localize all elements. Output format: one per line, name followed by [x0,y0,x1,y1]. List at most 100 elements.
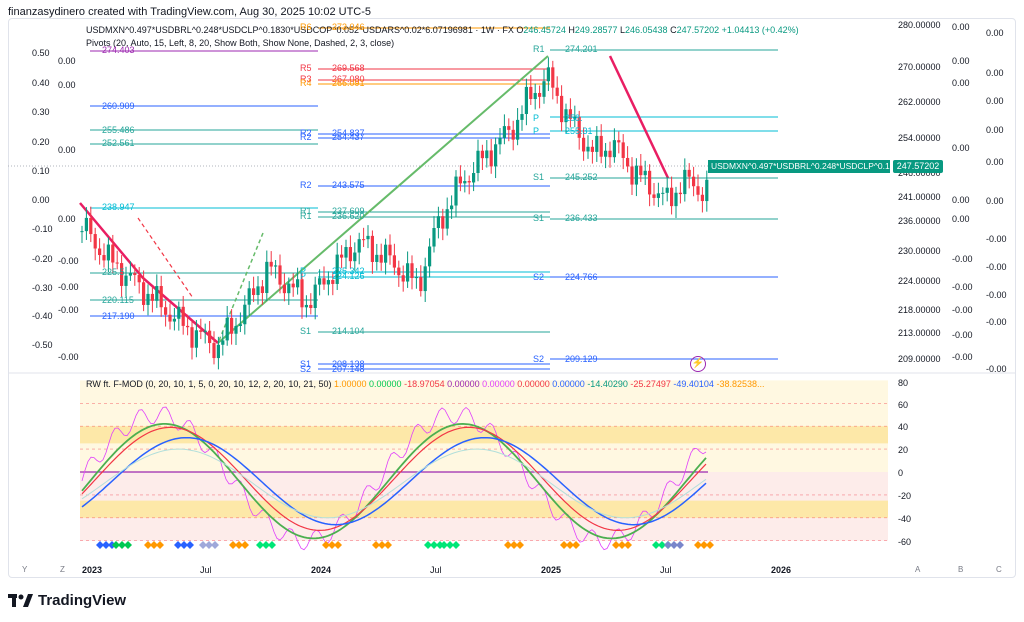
nav-y-button[interactable]: Y [22,565,28,574]
left-axis-label: 0.10 [32,166,50,176]
right-axis-b-label: -0.00 [986,262,1007,272]
candle-body [450,205,454,210]
candle-body [428,246,432,267]
candle-body [111,244,115,263]
candle-body [234,325,238,334]
osc-teal-line [81,448,707,519]
pivot-mid-tag: S1 [300,359,312,369]
time-axis-label: Jul [430,565,442,575]
nav-b-button[interactable]: B [958,565,964,574]
candle-body [511,129,515,140]
high-label: H [568,25,575,35]
candle-body [568,109,572,119]
price-axis-label: 270.00000 [898,62,941,72]
osc-diamond-marker [560,541,568,549]
pivot-mid-label: 214.104 [332,326,365,336]
rw-value-0: 1.00000 [333,379,367,389]
candle-body [643,170,647,176]
right-axis-b-label: -0.00 [986,234,1007,244]
candle-body [221,340,225,345]
candle-body [683,169,687,195]
symbol-name[interactable]: USDMXN^0.497*USDBRL^0.248*USDCLP^0.1830*… [86,25,514,35]
osc-diamond-marker [652,541,660,549]
candle-body [670,187,674,207]
candle-body [331,280,335,284]
candle-body [84,217,88,232]
candle-body [150,293,154,301]
candle-body [142,282,146,305]
candle-body [705,179,709,202]
rw-value-1: 0.00000 [366,379,402,389]
pivot-mid-tag: R3 [300,74,312,84]
pivot-right-label: 236.433 [565,213,598,223]
osc-diamond-marker [694,541,702,549]
pivot-mid-label: 266.091 [332,78,365,88]
candle-body [313,284,317,309]
candle-body [573,116,577,119]
candle-body [458,176,462,184]
time-axis-label: Jul [200,565,212,575]
candle-body [516,119,520,140]
candle-body [309,304,313,309]
osc-diamond-marker [516,541,524,549]
candle-body [445,209,449,229]
pivot-right-label: 224.766 [565,272,598,282]
osc-axis-label: -20 [898,491,912,501]
osc-diamond-marker [676,541,684,549]
candle-body [560,95,564,123]
open-value: 246.45724 [523,25,566,35]
rw-indicator-name[interactable]: RW ft. F-MOD (0, 20, 10, 1, 5, 0, 20, 10… [86,379,332,389]
bolt-icon[interactable]: ⚡ [690,356,706,372]
pivot-left-label: 220.115 [102,295,134,305]
osc-diamond-marker [504,541,512,549]
nav-c-button[interactable]: C [996,565,1002,574]
candle-body [687,169,691,177]
candle-body [555,87,559,96]
time-axis-label: 2026 [771,565,792,575]
tradingview-logo-icon [8,594,33,607]
osc-diamond-marker [262,541,270,549]
rw-value-10: -38.82538... [713,379,765,389]
osc-axis-label: -60 [898,537,912,547]
nav-a-button[interactable]: A [915,565,921,574]
candle-body [208,330,212,344]
price-axis-label: 224.00000 [898,276,941,286]
time-axis-label: 2025 [541,565,562,575]
rw-values: 1.00000 0.00000 -18.97054 0.00000 0.0000… [334,379,765,389]
candle-body [524,86,528,115]
osc-diamond-marker [446,541,454,549]
candle-body [608,150,612,158]
candle-body [225,317,229,341]
pivot-mid-label: 225.342 [332,266,365,276]
pivots-legend[interactable]: Pivots (20, Auto, 15, Left, 8, 20, Show … [86,38,395,48]
candle-body [692,176,696,187]
nav-z-button[interactable]: Z [60,565,65,574]
right-axis-a-label: -0.00 [952,254,973,264]
pivot-mid-tag: R4 [300,78,312,88]
main-legend: USDMXN^0.497*USDBRL^0.248*USDCLP^0.1830*… [86,25,799,35]
price-axis-label: 213.00000 [898,328,941,338]
left-axis-label: 0.40 [32,78,50,88]
candle-body [190,327,194,348]
candle-body [168,314,172,322]
candle-body [199,330,203,332]
right-axis-a-label: 0.00 [952,22,970,32]
pivot-right-label: 274.201 [565,44,598,54]
candle-body [520,114,524,120]
pivot-right-label: 209.129 [565,354,598,364]
candle-body [115,262,119,264]
candle-body [397,267,401,276]
candle-body [441,216,445,229]
left-axis-label: -0.50 [32,340,53,350]
right-axis-b-label: 0.00 [986,196,1004,206]
candle-body [639,165,643,176]
candle-body [322,278,326,285]
candle-body [665,187,669,193]
chart-canvas[interactable] [8,18,1016,578]
candle-body [582,137,586,152]
candle-body [203,330,207,332]
pivot-mid-tag: R6 [300,22,312,32]
downtrend-line [79,202,219,344]
candle-body [577,116,581,138]
osc-diamond-marker [205,541,213,549]
